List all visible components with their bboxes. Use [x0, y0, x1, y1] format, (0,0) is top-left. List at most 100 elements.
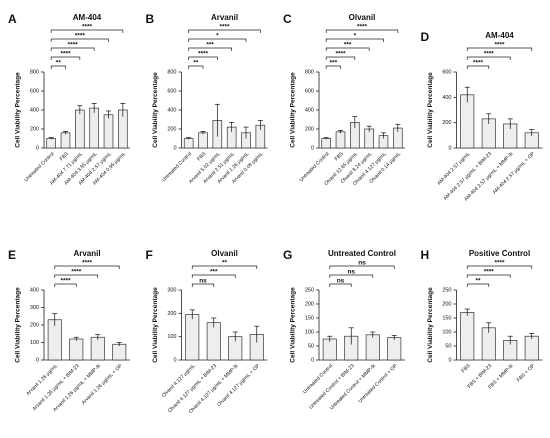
significance-label: ** — [56, 60, 62, 67]
panel-letter: A — [8, 12, 17, 26]
significance-bracket — [188, 65, 204, 69]
significance-bracket — [191, 274, 236, 278]
significance-bracket — [50, 38, 109, 42]
significance-label: **** — [357, 24, 368, 31]
y-tick-label: 0 — [36, 357, 39, 363]
significance-bracket — [329, 283, 352, 287]
y-axis-label: Cell Viability Percentage — [290, 287, 297, 363]
significance-bracket — [466, 47, 533, 51]
x-tick-label: Untreated Control — [298, 151, 330, 183]
significance-label: * — [216, 33, 219, 40]
panel-letter: C — [283, 12, 292, 26]
significance-bracket — [325, 65, 341, 69]
significance-label: **** — [484, 269, 495, 276]
x-tick-label: AM-404 2.57 µg/mL + OP — [492, 151, 537, 196]
panel-letter: E — [8, 248, 16, 262]
y-axis-label: Cell Viability Percentage — [15, 287, 22, 363]
panel-letter: H — [421, 248, 430, 262]
y-tick-label: 250 — [442, 287, 451, 293]
bar — [198, 132, 208, 149]
bar — [387, 337, 402, 361]
y-tick-label: 0 — [448, 145, 451, 151]
significance-label: ** — [475, 278, 481, 285]
significance-bracket — [325, 38, 384, 42]
y-tick-label: 600 — [305, 88, 314, 94]
y-tick-label: 50 — [308, 343, 314, 349]
significance-bracket — [50, 65, 66, 69]
significance-bracket — [329, 274, 374, 278]
y-tick-label: 400 — [167, 107, 176, 113]
significance-label: *** — [344, 42, 352, 49]
y-tick-label: 200 — [167, 126, 176, 132]
bar — [322, 338, 337, 361]
x-tick-label: Untreated Control — [161, 151, 193, 183]
significance-label: **** — [60, 51, 71, 58]
y-axis-label: Cell Viability Percentage — [290, 72, 297, 148]
y-tick-label: 100 — [30, 340, 39, 346]
significance-bracket — [54, 265, 120, 269]
bar — [183, 138, 194, 149]
significance-bracket — [50, 56, 81, 60]
significance-bracket — [329, 265, 395, 269]
significance-bracket — [188, 56, 218, 60]
significance-bracket — [466, 274, 511, 278]
y-tick-label: 200 — [30, 126, 39, 132]
significance-label: ns — [199, 278, 207, 285]
bar — [460, 94, 475, 149]
y-tick-label: 0 — [173, 357, 176, 363]
panel-title: Olvanil — [211, 249, 238, 258]
bar — [60, 132, 71, 149]
y-tick-label: 0 — [36, 145, 39, 151]
bar — [524, 335, 539, 361]
significance-bracket — [191, 283, 215, 287]
significance-label: ns — [347, 269, 355, 276]
y-tick-label: 150 — [305, 315, 314, 321]
panel-title: Olvanil — [349, 13, 376, 22]
y-tick-label: 0 — [311, 145, 314, 151]
bar — [460, 312, 475, 361]
x-tick-label: Untreated Control — [23, 151, 55, 183]
bar — [90, 336, 105, 361]
x-tick-label: Arvanil 1.26 µg/mL + OP — [81, 363, 124, 406]
significance-bracket — [54, 283, 77, 287]
significance-bracket — [466, 65, 490, 69]
y-tick-label: 400 — [30, 107, 39, 113]
significance-label: **** — [494, 260, 505, 267]
y-tick-label: 600 — [167, 88, 176, 94]
bar — [185, 314, 200, 361]
x-tick-label: Olvanil 4.127 µg/mL + OP — [216, 363, 261, 408]
y-tick-label: 300 — [30, 305, 39, 311]
y-tick-label: 150 — [442, 315, 451, 321]
significance-label: **** — [71, 269, 82, 276]
y-tick-label: 0 — [448, 357, 451, 363]
y-axis-label: Cell Viability Percentage — [152, 287, 159, 363]
panel-letter: B — [146, 12, 155, 26]
y-tick-label: 400 — [442, 95, 451, 101]
significance-bracket — [191, 265, 258, 269]
significance-label: **** — [75, 33, 86, 40]
y-tick-label: 200 — [30, 322, 39, 328]
panel-letter: G — [283, 248, 292, 262]
y-tick-label: 600 — [442, 69, 451, 75]
significance-bracket — [466, 56, 511, 60]
significance-bracket — [50, 47, 95, 51]
significance-label: **** — [198, 51, 209, 58]
significance-bracket — [188, 29, 261, 33]
y-tick-label: 250 — [305, 287, 314, 293]
bar — [365, 334, 380, 361]
significance-bracket — [466, 265, 533, 269]
significance-bracket — [54, 274, 99, 278]
panel-letter: D — [421, 30, 430, 44]
significance-label: **** — [68, 42, 79, 49]
panel-title: Arvanil — [211, 13, 238, 22]
panel-title: AM-404 — [485, 31, 514, 40]
y-tick-label: 100 — [305, 329, 314, 335]
bar — [46, 138, 56, 149]
y-tick-label: 800 — [167, 69, 176, 75]
significance-label: **** — [219, 24, 230, 31]
significance-label: **** — [494, 42, 505, 49]
significance-bracket — [466, 283, 490, 287]
significance-bracket — [325, 29, 399, 33]
significance-bracket — [188, 47, 233, 51]
